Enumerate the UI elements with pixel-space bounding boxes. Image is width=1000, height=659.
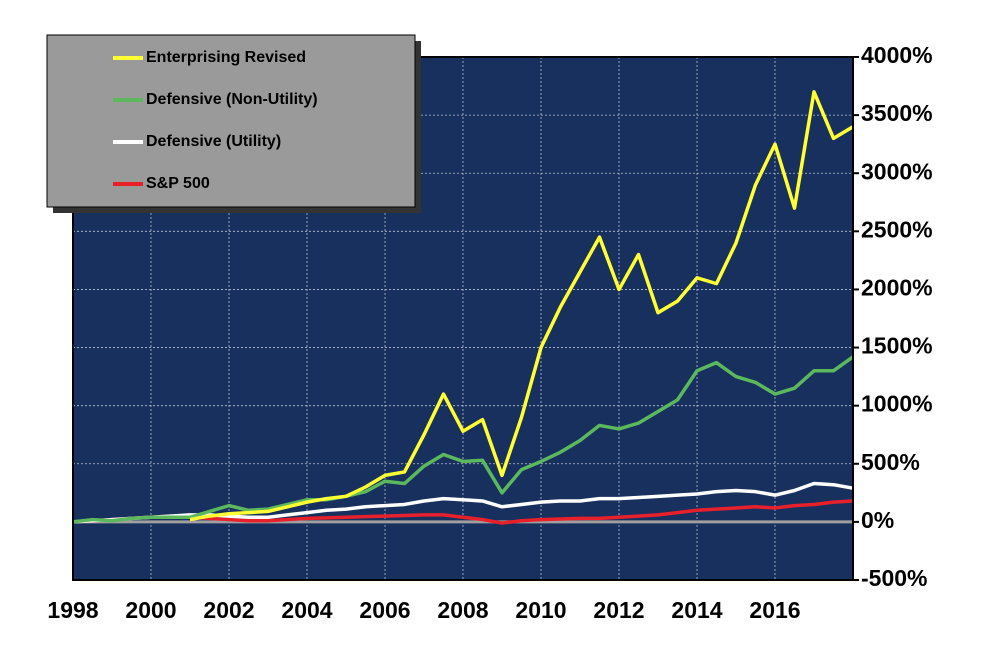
x-tick-label: 2008: [437, 597, 488, 623]
x-tick-label: 2012: [593, 597, 644, 623]
legend-label: Defensive (Utility): [146, 133, 281, 150]
y-tick-label: 500%: [861, 449, 920, 475]
legend-label: S&P 500: [146, 175, 210, 192]
y-tick-label: 3500%: [861, 100, 933, 126]
series-line: [189, 90, 854, 522]
x-tick-label: 2006: [359, 597, 410, 623]
y-tick-label: 2000%: [861, 275, 933, 301]
y-tick-label: 1000%: [861, 391, 933, 417]
y-tick-label: 3000%: [861, 158, 933, 184]
x-tick-label: 2016: [749, 597, 800, 623]
x-tick-label: 2004: [281, 597, 332, 623]
y-tick-label: 1500%: [861, 333, 933, 359]
legend-box: [46, 34, 416, 208]
y-tick-label: -500%: [861, 565, 927, 591]
x-tick-label: 1998: [47, 597, 98, 623]
x-tick-label: 2010: [515, 597, 566, 623]
y-tick-label: 0%: [861, 507, 894, 533]
x-tick-label: 2014: [671, 597, 722, 623]
series-line: [72, 355, 855, 524]
plot-frame: [72, 56, 854, 581]
x-tick-label: 2002: [203, 597, 254, 623]
legend-label: Defensive (Non-Utility): [146, 91, 318, 108]
y-tick-label: 2500%: [861, 216, 933, 242]
y-tick-label: 4000%: [861, 42, 933, 68]
x-tick-label: 2000: [125, 597, 176, 623]
legend-label: Enterprising Revised: [146, 49, 306, 66]
